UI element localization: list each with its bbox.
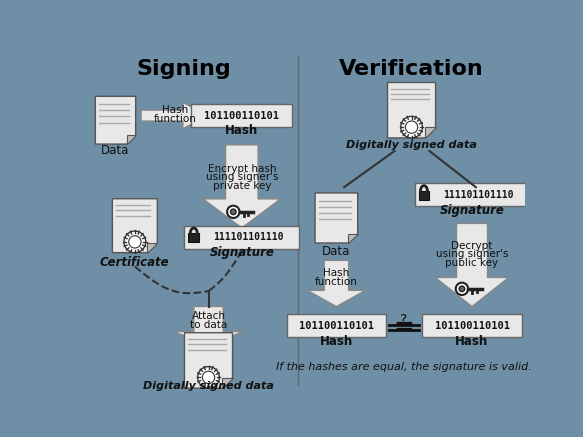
Text: 101100110101: 101100110101: [204, 111, 279, 121]
Text: Verification: Verification: [339, 59, 484, 80]
Circle shape: [405, 121, 418, 133]
Text: Decrypt: Decrypt: [451, 241, 493, 251]
Text: Hash: Hash: [319, 335, 353, 348]
Text: Hash: Hash: [162, 105, 188, 115]
Text: to data: to data: [190, 319, 227, 329]
Polygon shape: [348, 234, 358, 243]
Text: Hash: Hash: [225, 125, 258, 138]
Polygon shape: [141, 103, 209, 128]
Polygon shape: [307, 260, 366, 306]
Polygon shape: [113, 199, 157, 253]
Text: function: function: [154, 114, 196, 125]
Circle shape: [401, 116, 423, 138]
Text: using signer's: using signer's: [206, 172, 278, 182]
Text: Hash: Hash: [323, 268, 349, 278]
Polygon shape: [222, 378, 233, 388]
Text: public key: public key: [445, 258, 498, 267]
Text: Data: Data: [322, 245, 350, 257]
Circle shape: [456, 283, 468, 295]
FancyBboxPatch shape: [419, 191, 429, 200]
Text: Attach: Attach: [191, 311, 226, 321]
Text: 111101101110: 111101101110: [443, 190, 514, 200]
Circle shape: [227, 206, 240, 218]
Polygon shape: [174, 306, 243, 345]
Text: 101100110101: 101100110101: [434, 321, 510, 331]
Text: Certificate: Certificate: [100, 256, 170, 269]
Text: Signature: Signature: [209, 246, 274, 259]
Text: Hash: Hash: [455, 335, 489, 348]
Text: 111101101110: 111101101110: [213, 232, 283, 242]
Text: Data: Data: [101, 145, 129, 157]
FancyBboxPatch shape: [191, 104, 292, 127]
Text: using signer's: using signer's: [436, 249, 508, 259]
Circle shape: [230, 209, 236, 215]
Text: Digitally signed data: Digitally signed data: [143, 381, 274, 391]
Polygon shape: [147, 243, 157, 253]
Text: private key: private key: [213, 180, 271, 191]
Text: =: =: [394, 316, 415, 340]
Polygon shape: [425, 128, 436, 138]
Circle shape: [129, 236, 141, 248]
Text: function: function: [315, 277, 358, 287]
FancyBboxPatch shape: [423, 314, 522, 337]
Text: If the hashes are equal, the signature is valid.: If the hashes are equal, the signature i…: [276, 361, 532, 371]
FancyBboxPatch shape: [188, 233, 199, 242]
FancyBboxPatch shape: [287, 314, 386, 337]
Text: Digitally signed data: Digitally signed data: [346, 140, 477, 150]
Text: Signature: Signature: [440, 204, 504, 217]
Polygon shape: [203, 145, 280, 228]
FancyBboxPatch shape: [184, 225, 299, 249]
Circle shape: [198, 367, 219, 388]
Circle shape: [202, 371, 215, 384]
Text: Signing: Signing: [136, 59, 231, 80]
Circle shape: [124, 231, 146, 253]
Text: 101100110101: 101100110101: [299, 321, 374, 331]
Polygon shape: [388, 83, 436, 138]
Polygon shape: [96, 96, 136, 144]
FancyBboxPatch shape: [415, 184, 529, 206]
Text: ?: ?: [400, 312, 408, 326]
Circle shape: [459, 286, 465, 291]
Polygon shape: [435, 223, 509, 306]
Text: Encrypt hash: Encrypt hash: [208, 164, 276, 174]
Polygon shape: [184, 333, 233, 388]
Polygon shape: [127, 135, 136, 144]
Polygon shape: [315, 193, 358, 243]
